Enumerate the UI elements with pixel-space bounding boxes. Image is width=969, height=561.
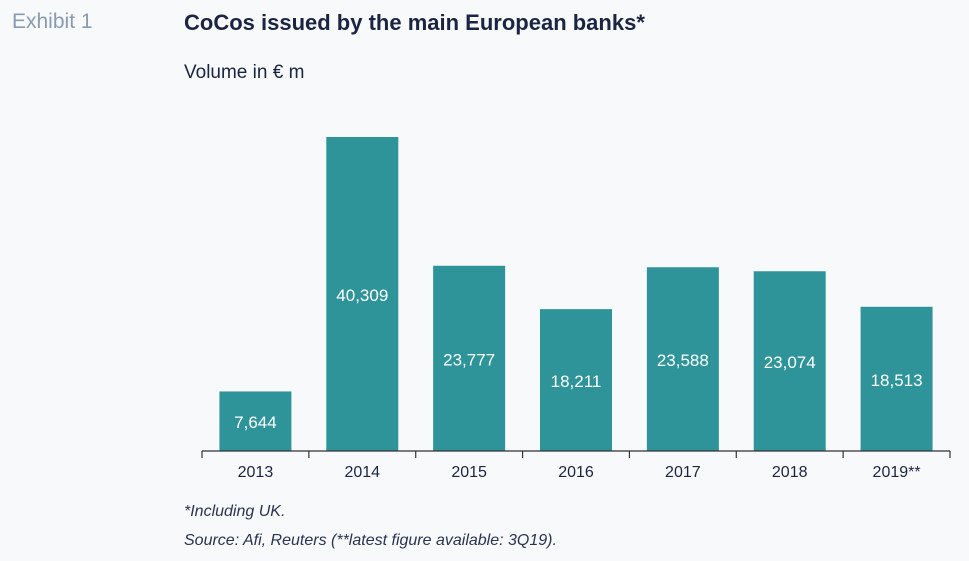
bar-value-label: 23,588 — [657, 351, 709, 370]
bar-2019 — [860, 306, 933, 451]
x-tick-label: 2016 — [558, 464, 594, 481]
x-tick-label: 2015 — [451, 464, 487, 481]
exhibit-label: Exhibit 1 — [12, 10, 93, 33]
source-note: Source: Afi, Reuters (**latest figure av… — [184, 532, 557, 549]
x-tick-label: 2013 — [238, 464, 274, 481]
x-tick-label: 2018 — [772, 464, 808, 481]
chart-subtitle: Volume in € m — [184, 62, 305, 83]
bar-value-label: 23,074 — [764, 353, 816, 372]
bar-2014 — [326, 137, 399, 451]
bar-2017 — [646, 267, 719, 451]
chart-title: CoCos issued by the main European banks* — [184, 10, 645, 35]
bar-chart: 7,644 2013 40,309 2014 23,777 2015 18,211 2016 2… — [201, 137, 951, 481]
bar-2016 — [540, 309, 612, 451]
x-tick-label: 2014 — [344, 464, 380, 481]
bar-value-label: 7,644 — [234, 413, 277, 432]
bar-2015 — [433, 265, 506, 451]
x-tick-label: 2019** — [873, 464, 921, 481]
footnote: *Including UK. — [184, 503, 286, 520]
bar-value-label: 23,777 — [443, 350, 495, 369]
bar-value-label: 40,309 — [336, 286, 388, 305]
bar-value-label: 18,513 — [871, 371, 923, 390]
bar-value-label: 18,211 — [551, 372, 602, 391]
bar-2018 — [753, 271, 826, 451]
bar-2013 — [219, 391, 292, 451]
x-tick-label: 2017 — [665, 464, 701, 481]
